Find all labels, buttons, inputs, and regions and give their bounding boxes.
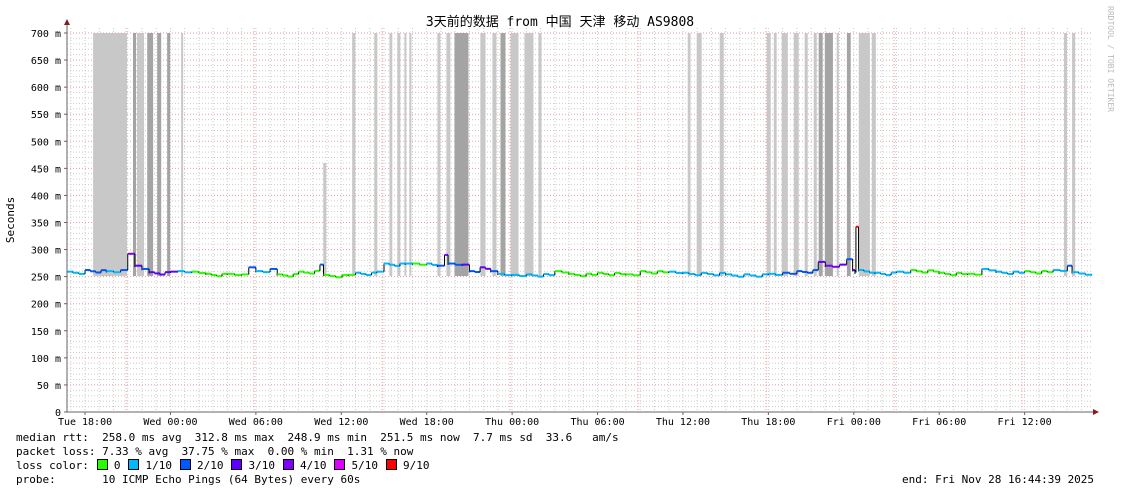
- y-tick-label: 50 m: [37, 381, 61, 392]
- loss-color-legend: loss color: 0 1/10 2/10 3/10 4/10 5/10 9/10: [16, 459, 429, 473]
- y-tick-label: 600 m: [31, 83, 61, 94]
- x-axis-arrow: [1093, 409, 1099, 415]
- loss-smoke-band: [157, 33, 162, 276]
- loss-smoke-band: [409, 33, 412, 276]
- loss-smoke-band: [446, 33, 451, 276]
- loss-color-swatch: [128, 459, 140, 470]
- watermark: RRDTOOL / TOBI OETIKER: [1106, 6, 1115, 112]
- loss-smoke-band: [136, 33, 145, 276]
- x-tick-label: Fri 12:00: [998, 417, 1052, 428]
- y-tick-label: 550 m: [31, 110, 61, 121]
- median-rtt-stats: median rtt: 258.0 ms avg 312.8 ms max 24…: [16, 431, 619, 444]
- loss-smoke-band: [793, 33, 799, 276]
- loss-smoke-band: [437, 33, 441, 276]
- loss-smoke-band: [93, 33, 128, 276]
- x-tick-label: Tue 18:00: [58, 417, 112, 428]
- loss-smoke-band: [858, 33, 870, 276]
- loss-color-swatch: [179, 459, 191, 470]
- y-tick-label: 400 m: [31, 191, 61, 202]
- loss-smoke-band: [719, 33, 724, 276]
- y-tick-label: 200 m: [31, 300, 61, 311]
- x-tick-label: Fri 06:00: [912, 417, 966, 428]
- y-tick-label: 350 m: [31, 219, 61, 230]
- loss-smoke-band: [1064, 33, 1068, 276]
- loss-color-label: 9/10: [402, 459, 430, 472]
- x-tick-label: Thu 12:00: [656, 417, 710, 428]
- x-tick-label: Thu 06:00: [570, 417, 624, 428]
- x-tick-label: Wed 00:00: [143, 417, 197, 428]
- axes: 0 50 m 100 m 150 m 200 m 250 m 300 m 350 m 400 m…: [31, 19, 1099, 428]
- y-tick-label: 250 m: [31, 273, 61, 284]
- probe-info: probe: 10 ICMP Echo Pings (64 Bytes) eve…: [16, 473, 361, 486]
- x-tick-label: Thu 00:00: [485, 417, 539, 428]
- median-line: [66, 225, 1093, 279]
- loss-smoke-band: [374, 33, 378, 276]
- loss-smoke-band: [389, 33, 393, 276]
- y-tick-label: 450 m: [31, 164, 61, 175]
- x-tick-label: Wed 18:00: [400, 417, 454, 428]
- loss-smoke-band: [492, 33, 497, 276]
- loss-smoke-band: [1072, 33, 1076, 276]
- y-tick-label: 650 m: [31, 56, 61, 67]
- grid: [67, 28, 1092, 412]
- loss-smoke-band: [836, 33, 839, 276]
- loss-color-swatch: [231, 459, 243, 470]
- packet-loss-stats: packet loss: 7.33 % avg 37.75 % max 0.00…: [16, 445, 414, 458]
- loss-color-label: 4/10: [299, 459, 327, 472]
- loss-color-swatch: [385, 459, 397, 470]
- loss-smoke-band: [824, 33, 833, 276]
- loss-color-label: 0: [113, 459, 121, 472]
- y-tick-label: 0: [55, 408, 61, 419]
- loss-smoke-band: [500, 33, 506, 276]
- loss-smoke-band: [871, 33, 876, 276]
- y-tick-label: 300 m: [31, 246, 61, 257]
- loss-smoke-band: [404, 33, 407, 276]
- y-tick-label: 150 m: [31, 327, 61, 338]
- loss-smoke-band: [773, 33, 777, 276]
- loss-smoke-band: [167, 33, 171, 276]
- loss-smoke-band: [687, 33, 691, 276]
- loss-smoke-band: [132, 33, 137, 276]
- y-tick-label: 100 m: [31, 354, 61, 365]
- x-tick-label: Wed 12:00: [314, 417, 368, 428]
- loss-smoke-band: [397, 33, 401, 276]
- loss-smoke-band: [813, 33, 817, 276]
- loss-smoke-band: [524, 33, 534, 276]
- loss-smoke-band: [323, 162, 327, 276]
- loss-color-label: 5/10: [351, 459, 378, 472]
- loss-smoke-band: [538, 33, 542, 276]
- loss-smoke: [93, 33, 1076, 276]
- y-tick-label: 700 m: [31, 29, 61, 40]
- loss-smoke-band: [181, 33, 184, 276]
- x-tick-label: Fri 00:00: [827, 417, 881, 428]
- x-tick-label: Thu 18:00: [741, 417, 795, 428]
- loss-smoke-band: [454, 33, 469, 276]
- loss-color-label: loss color:: [16, 459, 89, 472]
- loss-color-swatch: [334, 459, 346, 470]
- loss-smoke-band: [804, 33, 808, 276]
- y-axis-arrow: [64, 19, 70, 25]
- y-tick-label: 500 m: [31, 137, 61, 148]
- loss-smoke-band: [510, 33, 519, 276]
- loss-smoke-band: [781, 33, 788, 276]
- loss-smoke-band: [818, 33, 823, 276]
- chart-title: 3天前的数据 from 中国 天津 移动 AS9808: [426, 14, 694, 30]
- loss-smoke-band: [147, 33, 154, 276]
- loss-smoke-band: [352, 33, 356, 276]
- loss-color-label: 3/10: [248, 459, 275, 472]
- y-axis-label: Seconds: [4, 197, 17, 243]
- loss-color-swatch: [282, 459, 294, 470]
- loss-color-label: 2/10: [196, 459, 224, 472]
- loss-color-label: 1/10: [145, 459, 172, 472]
- loss-smoke-band: [846, 33, 851, 276]
- loss-smoke-band: [480, 33, 486, 276]
- loss-smoke-band: [766, 33, 771, 276]
- loss-smoke-band: [696, 33, 702, 276]
- loss-color-swatch: [96, 459, 108, 470]
- x-tick-label: Wed 06:00: [229, 417, 283, 428]
- end-time: end: Fri Nov 28 16:44:39 2025: [902, 473, 1095, 486]
